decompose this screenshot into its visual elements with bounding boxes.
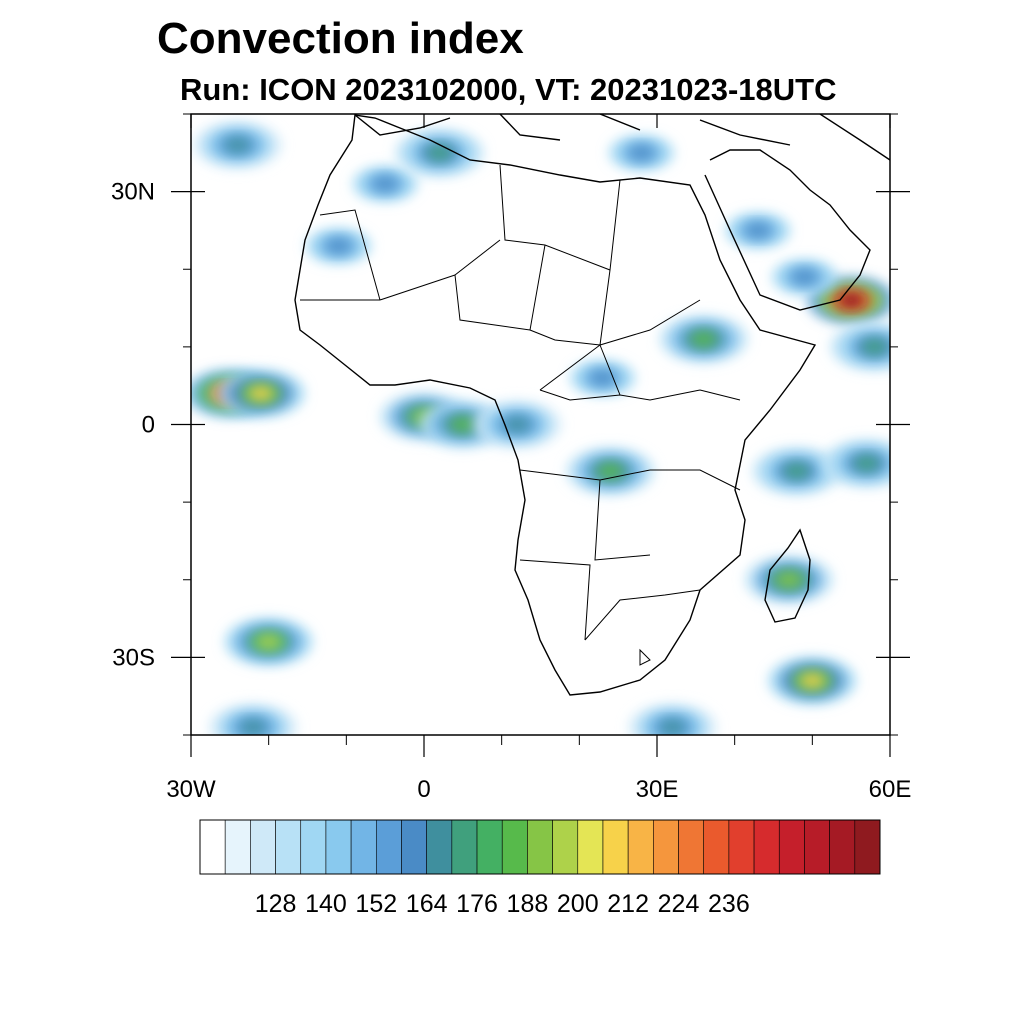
convection-cell [426,145,453,161]
colorbar-label: 140 [305,890,347,918]
convection-cell [791,269,818,285]
colorbar-box [275,819,302,875]
colorbar-label: 128 [255,890,297,918]
colorbar-box [375,819,402,875]
colorbar-label: 176 [456,890,498,918]
convection-cell [776,572,802,588]
colorbar-label: 224 [658,890,700,918]
convection-cell [224,137,251,153]
colorbar-box [224,819,251,875]
arabia-coastline [704,149,871,311]
chart-subtitle: Run: ICON 2023102000, VT: 20231023-18UTC [180,72,837,107]
convection-cell [853,455,880,471]
colorbar-label: 200 [557,890,599,918]
colorbar-label: 152 [355,890,397,918]
convection-cell [690,331,717,347]
lat-tick-label: 30S [112,644,155,671]
colorbar-box [476,819,503,875]
colorbar-box [300,819,327,875]
colorbar-box [703,819,730,875]
colorbar-box [854,819,881,875]
colorbar-box [426,819,453,875]
colorbar-box [552,819,579,875]
coastlines [294,114,890,696]
colorbar-box [401,819,427,875]
colorbar-box [678,819,705,875]
colorbar-box [199,819,226,875]
convection-cell [325,238,352,254]
colorbar-box [627,819,654,875]
colorbar-box [451,819,478,875]
convection-cell [504,416,531,433]
country-borders [300,164,741,666]
colorbar-box [728,819,755,875]
convection-cell [783,463,810,479]
lon-tick-label: 0 [417,776,430,803]
convection-cell [838,292,865,308]
colorbar-box [250,819,276,875]
colorbar-label: 212 [607,890,649,918]
convection-cell [745,222,771,239]
lat-tick-label: 0 [142,412,155,439]
colorbar-box [350,819,377,875]
colorbar-box [804,819,830,875]
colorbar-box [527,819,553,875]
colorbar-box [653,819,679,875]
convection-cell [799,673,826,689]
convection-field [191,121,890,735]
colorbar-box [577,819,604,875]
colorbar-label: 236 [708,890,750,918]
colorbar-box [753,819,780,875]
convection-cell [255,634,282,650]
convection-cell [240,719,266,735]
convection-cell [589,370,616,386]
convection-cell [659,719,686,735]
colorbar-frame [199,819,881,875]
europe-coastline [354,114,890,161]
colorbar-box [829,819,856,875]
colorbar-label: 188 [507,890,549,918]
colorbar-box [325,819,352,875]
africa-coastline [294,114,817,696]
convection-cell [861,339,888,355]
convection-cell [449,416,476,433]
colorbar-label: 164 [406,890,448,918]
colorbar-box [778,819,805,875]
colorbar: 128 140 152 164 176 188 200 212 224 236 [199,819,881,918]
convection-cell [597,463,624,479]
colorbar-box [501,819,528,875]
axis-ticks: 30N 0 30S 30W 0 30E 60E [111,113,912,803]
lon-tick-label: 30W [166,776,216,803]
lat-tick-label: 30N [111,179,155,206]
convection-cell [248,385,274,402]
convection-cell [628,145,655,161]
colorbar-box [602,819,629,875]
lon-tick-label: 60E [869,776,912,803]
madagascar-coastline [764,528,811,623]
lon-tick-label: 30E [636,776,679,803]
chart-title: Convection index [157,14,524,63]
convection-cell [372,176,399,192]
